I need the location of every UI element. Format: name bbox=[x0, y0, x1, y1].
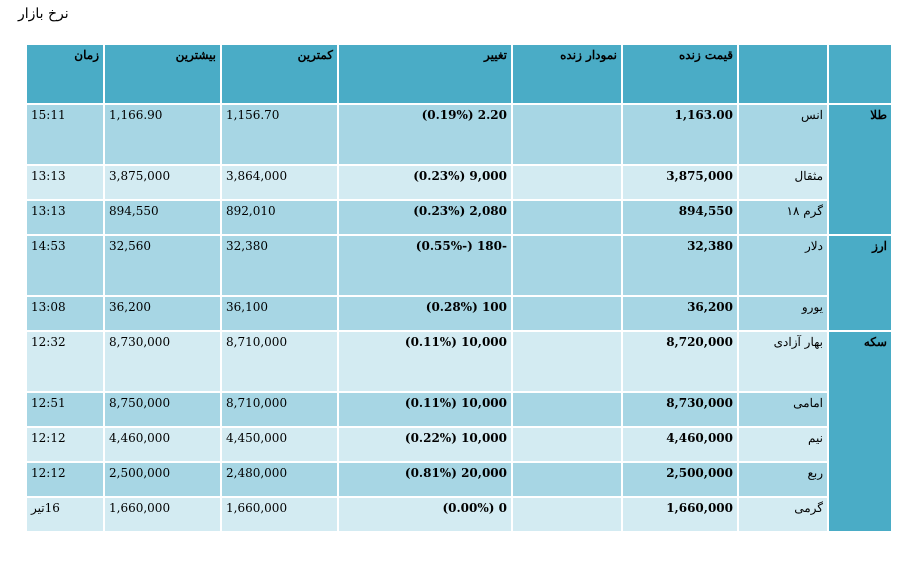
cell-live-price: 4,460,000 bbox=[623, 428, 737, 461]
header-row: قیمت زنده نمودار زنده تغییر کمترین بیشتر… bbox=[27, 45, 891, 103]
cell-lowest: 892,010 bbox=[222, 201, 337, 234]
cell-change: 2,080 (0.23%) bbox=[339, 201, 511, 234]
header-live-price[interactable]: قیمت زنده bbox=[623, 45, 737, 103]
cell-highest: 894,550 bbox=[105, 201, 220, 234]
table-row: یورو 36,200 100 (0.28%) 36,100 36,200 13:08 bbox=[27, 297, 891, 330]
cell-lowest: 1,660,000 bbox=[222, 498, 337, 531]
cell-highest: 32,560 bbox=[105, 236, 220, 295]
cell-time: 13:08 bbox=[27, 297, 103, 330]
cell-time: 14:53 bbox=[27, 236, 103, 295]
header-live-chart[interactable]: نمودار زنده bbox=[513, 45, 621, 103]
market-rates-table: قیمت زنده نمودار زنده تغییر کمترین بیشتر… bbox=[25, 43, 893, 533]
cell-name: بهار آزادی bbox=[739, 332, 827, 391]
cell-live-price: 1,660,000 bbox=[623, 498, 737, 531]
cell-lowest: 36,100 bbox=[222, 297, 337, 330]
cell-time: 15:11 bbox=[27, 105, 103, 164]
cell-live-chart bbox=[513, 332, 621, 391]
cell-name: گرمی bbox=[739, 498, 827, 531]
cell-change: 10,000 (0.11%) bbox=[339, 332, 511, 391]
cell-name: امامی bbox=[739, 393, 827, 426]
cell-live-price: 8,730,000 bbox=[623, 393, 737, 426]
cell-highest: 8,750,000 bbox=[105, 393, 220, 426]
cell-live-price: 32,380 bbox=[623, 236, 737, 295]
header-lowest[interactable]: کمترین bbox=[222, 45, 337, 103]
cell-time: 12:12 bbox=[27, 463, 103, 496]
cell-live-chart bbox=[513, 428, 621, 461]
cell-live-price: 2,500,000 bbox=[623, 463, 737, 496]
cell-live-price: 8,720,000 bbox=[623, 332, 737, 391]
table-row: سکه بهار آزادی 8,720,000 10,000 (0.11%) 8,71… bbox=[27, 332, 891, 531]
cell-live-chart bbox=[513, 498, 621, 531]
cell-time: 13:13 bbox=[27, 201, 103, 234]
cell-change: 20,000 (0.81%) bbox=[339, 463, 511, 496]
cell-lowest: 8,710,000 bbox=[222, 393, 337, 426]
cell-change: -180 (-0.55%) bbox=[339, 236, 511, 295]
cell-highest: 3,875,000 bbox=[105, 166, 220, 199]
cell-lowest: 1,156.70 bbox=[222, 105, 337, 164]
cell-highest: 4,460,000 bbox=[105, 428, 220, 461]
cell-name: گرم ۱۸ bbox=[739, 201, 827, 234]
cell-name: دلار bbox=[739, 236, 827, 295]
table-row: گرم ۱۸ 894,550 2,080 (0.23%) 892,010 894,550… bbox=[27, 201, 891, 234]
cell-time: 16تیر bbox=[27, 498, 103, 531]
cell-name: مثقال bbox=[739, 166, 827, 199]
cell-live-price: 894,550 bbox=[623, 201, 737, 234]
cell-change: 2.20 (0.19%) bbox=[339, 105, 511, 164]
cell-name: ربع bbox=[739, 463, 827, 496]
cell-highest: 1,660,000 bbox=[105, 498, 220, 531]
table-body: طلا انس 1,163.00 2.20 (0.19%) 1,156.70 1,166.… bbox=[27, 105, 891, 531]
cell-live-price: 1,163.00 bbox=[623, 105, 737, 164]
cell-highest: 2,500,000 bbox=[105, 463, 220, 496]
category-label: طلا bbox=[829, 105, 891, 234]
header-change[interactable]: تغییر bbox=[339, 45, 511, 103]
header-time[interactable]: زمان bbox=[27, 45, 103, 103]
cell-time: 12:32 bbox=[27, 332, 103, 391]
cell-change: 0 (0.00%) bbox=[339, 498, 511, 531]
page-title: نرخ بازار bbox=[18, 6, 69, 22]
header-name bbox=[739, 45, 827, 103]
cell-lowest: 2,480,000 bbox=[222, 463, 337, 496]
cell-live-chart bbox=[513, 297, 621, 330]
cell-lowest: 4,450,000 bbox=[222, 428, 337, 461]
cell-live-chart bbox=[513, 166, 621, 199]
header-category bbox=[829, 45, 891, 103]
cell-live-chart bbox=[513, 236, 621, 295]
table-row: ارز دلار 32,380 -180 (-0.55%) 32,380 32,560 14… bbox=[27, 236, 891, 330]
category-label: سکه bbox=[829, 332, 891, 531]
cell-change: 10,000 (0.11%) bbox=[339, 393, 511, 426]
cell-name: انس bbox=[739, 105, 827, 164]
cell-name: نیم bbox=[739, 428, 827, 461]
cell-name: یورو bbox=[739, 297, 827, 330]
cell-change: 10,000 (0.22%) bbox=[339, 428, 511, 461]
cell-live-chart bbox=[513, 393, 621, 426]
cell-lowest: 8,710,000 bbox=[222, 332, 337, 391]
cell-live-chart bbox=[513, 463, 621, 496]
cell-highest: 36,200 bbox=[105, 297, 220, 330]
table-row: نیم 4,460,000 10,000 (0.22%) 4,450,000 4,460… bbox=[27, 428, 891, 461]
cell-live-chart bbox=[513, 105, 621, 164]
table-row: امامی 8,730,000 10,000 (0.11%) 8,710,000 8,7… bbox=[27, 393, 891, 426]
cell-highest: 8,730,000 bbox=[105, 332, 220, 391]
cell-lowest: 3,864,000 bbox=[222, 166, 337, 199]
table-row: مثقال 3,875,000 9,000 (0.23%) 3,864,000 3,87… bbox=[27, 166, 891, 199]
table-row: ربع 2,500,000 20,000 (0.81%) 2,480,000 2,500… bbox=[27, 463, 891, 496]
category-label: ارز bbox=[829, 236, 891, 330]
cell-time: 12:51 bbox=[27, 393, 103, 426]
table-row: طلا انس 1,163.00 2.20 (0.19%) 1,156.70 1,166.… bbox=[27, 105, 891, 234]
cell-time: 13:13 bbox=[27, 166, 103, 199]
cell-lowest: 32,380 bbox=[222, 236, 337, 295]
cell-time: 12:12 bbox=[27, 428, 103, 461]
header-highest[interactable]: بیشترین bbox=[105, 45, 220, 103]
cell-live-chart bbox=[513, 201, 621, 234]
cell-highest: 1,166.90 bbox=[105, 105, 220, 164]
table-row: گرمی 1,660,000 0 (0.00%) 1,660,000 1,660,000… bbox=[27, 498, 891, 531]
cell-change: 100 (0.28%) bbox=[339, 297, 511, 330]
cell-live-price: 3,875,000 bbox=[623, 166, 737, 199]
cell-live-price: 36,200 bbox=[623, 297, 737, 330]
cell-change: 9,000 (0.23%) bbox=[339, 166, 511, 199]
